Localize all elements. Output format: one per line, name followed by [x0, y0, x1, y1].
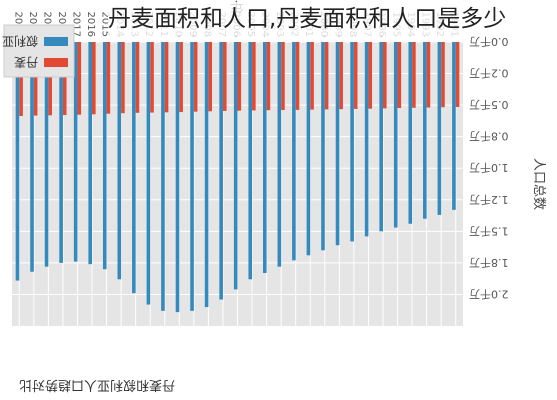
y-tick-label: 0.2千万	[469, 67, 509, 80]
bar-syria	[393, 42, 398, 228]
bar-syria	[146, 42, 151, 305]
y-tick-label: 1.5千万	[469, 224, 509, 237]
y-tick-label: 1.0千万	[469, 161, 509, 174]
y-axis-ticks: 0.0千万 0.2千万 0.5千万 0.8千万 1.0千万 1.2千万 1.5千万 1.8千万…	[469, 35, 509, 300]
bar-syria	[73, 42, 78, 262]
bar-denmark	[106, 42, 111, 114]
bar-syria	[30, 42, 34, 272]
bar-denmark	[455, 42, 460, 108]
bar-denmark	[121, 42, 125, 114]
y-tick-label: 1.8千万	[469, 256, 509, 269]
chart-title: 丹麦和叙利亚人口趋势对比	[19, 377, 175, 393]
bar-syria	[132, 42, 136, 294]
bar-syria	[15, 42, 20, 281]
legend-label-syria: 叙利亚	[2, 34, 38, 48]
bar-syria	[379, 42, 383, 232]
bar-syria	[102, 42, 107, 270]
bar-denmark	[92, 42, 96, 115]
bar-syria	[88, 42, 93, 265]
legend-label-denmark: 丹麦	[14, 55, 38, 69]
bar-syria	[364, 42, 369, 237]
legend: 丹麦 叙利亚	[2, 24, 75, 78]
bar-denmark	[237, 42, 242, 111]
bar-denmark	[368, 42, 373, 109]
bar-syria	[161, 42, 165, 311]
bar-syria	[233, 42, 238, 290]
bar-denmark	[382, 42, 387, 109]
bar-denmark	[339, 42, 343, 110]
bar-syria	[219, 42, 223, 300]
overlay-caption: 丹麦面积和人口,丹麦面积和人口是多少	[108, 2, 557, 36]
bar-denmark	[77, 42, 82, 115]
bar-syria	[204, 42, 209, 308]
bar-denmark	[48, 42, 52, 116]
bar-denmark	[208, 42, 213, 112]
bar-denmark	[252, 42, 256, 111]
bar-denmark	[193, 42, 198, 112]
x-tick-label: 2017	[70, 12, 81, 37]
bar-denmark	[324, 42, 329, 110]
bar-denmark	[135, 42, 140, 113]
bar-denmark	[295, 42, 300, 110]
bar-denmark	[281, 42, 285, 111]
bar-syria	[59, 42, 63, 263]
bar-syria	[452, 42, 456, 210]
bar-denmark	[310, 42, 314, 110]
bar-syria	[248, 42, 253, 280]
bar-denmark	[266, 42, 271, 111]
y-tick-label: 2.0千万	[469, 287, 509, 300]
bar-denmark	[150, 42, 154, 113]
x-tick-label: 2020	[27, 12, 38, 37]
y-tick-label: 0.8千万	[469, 130, 509, 143]
bar-denmark	[62, 42, 67, 116]
bar-denmark	[19, 42, 23, 116]
bar-syria	[117, 42, 122, 280]
x-tick-label: 2016	[85, 12, 96, 37]
bar-syria	[262, 42, 267, 273]
bar-denmark	[164, 42, 169, 113]
bar-denmark	[426, 42, 431, 108]
x-tick-label: 2018	[56, 12, 67, 37]
legend-box	[3, 24, 75, 78]
bar-denmark	[441, 42, 445, 108]
bar-syria	[408, 42, 413, 224]
bar-syria	[44, 42, 49, 267]
x-tick-label: 2019	[41, 12, 52, 37]
y-axis-label: 人口总数	[531, 158, 546, 210]
bar-syria	[175, 42, 180, 313]
bar-denmark	[397, 42, 402, 109]
bar-syria	[350, 42, 354, 242]
bar-syria	[277, 42, 282, 267]
y-tick-label: 1.2千万	[469, 193, 509, 206]
bar-syria	[292, 42, 296, 261]
bar-syria	[190, 42, 194, 311]
bar-syria	[321, 42, 325, 251]
bar-denmark	[412, 42, 416, 108]
bar-denmark	[353, 42, 358, 109]
legend-swatch-syria	[44, 37, 68, 46]
bar-denmark	[33, 42, 38, 116]
x-tick-label: 2021	[12, 12, 23, 37]
x-tick-label: 2015	[100, 12, 111, 37]
bar-denmark	[179, 42, 183, 113]
y-tick-label: 0.5千万	[469, 98, 509, 111]
bar-syria	[423, 42, 427, 219]
bar-syria	[306, 42, 311, 256]
legend-swatch-denmark	[44, 58, 68, 67]
bar-syria	[335, 42, 340, 246]
y-tick-label: 0.0千万	[469, 35, 509, 48]
bar-syria	[437, 42, 442, 215]
bar-denmark	[222, 42, 227, 111]
bars	[15, 42, 460, 313]
